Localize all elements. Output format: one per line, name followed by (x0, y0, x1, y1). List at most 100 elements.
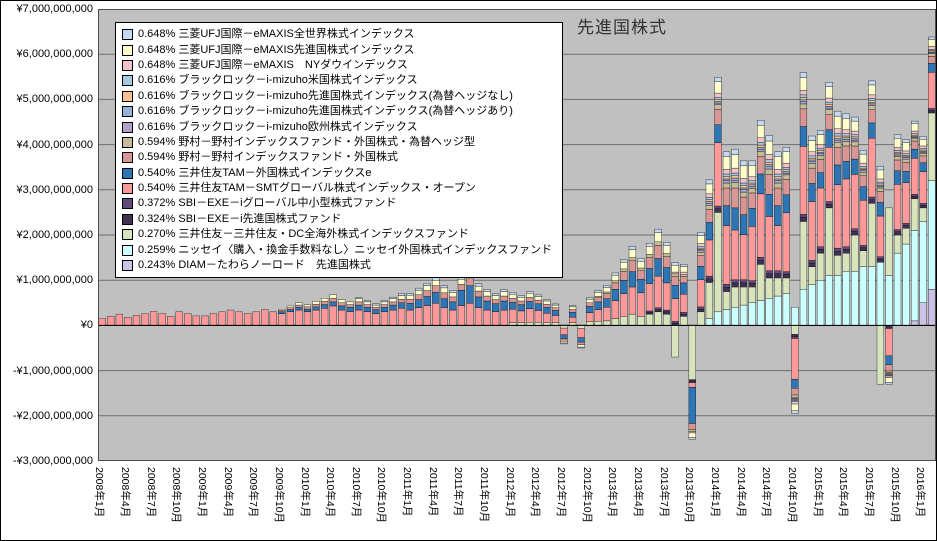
bar-segment[interactable] (893, 153, 902, 156)
bar-segment[interactable] (893, 234, 902, 254)
bar-segment[interactable] (808, 201, 816, 261)
bar-segment[interactable] (543, 299, 551, 302)
bar-segment[interactable] (859, 175, 867, 187)
bar-segment[interactable] (911, 230, 919, 322)
bar-segment[interactable] (663, 245, 671, 254)
bar-segment[interactable] (714, 208, 722, 213)
bar-segment[interactable] (928, 180, 936, 290)
bar-segment[interactable] (876, 185, 885, 187)
bar-segment[interactable] (714, 102, 722, 106)
bar-segment[interactable] (911, 123, 919, 132)
bar-segment[interactable] (637, 316, 645, 326)
bar-segment[interactable] (893, 134, 902, 139)
bar-segment[interactable] (415, 287, 423, 291)
bar-segment[interactable] (432, 292, 440, 304)
bar-segment[interactable] (808, 163, 816, 169)
legend-item[interactable]: 0.594% 野村－野村インデックスファンド・外国株式 (122, 150, 552, 165)
bar-segment[interactable] (748, 180, 756, 184)
bar-segment[interactable] (637, 261, 645, 269)
bar-segment[interactable] (868, 84, 876, 96)
bar-segment[interactable] (406, 303, 414, 311)
bar-segment[interactable] (423, 283, 431, 286)
bar-segment[interactable] (492, 311, 500, 326)
bar-segment[interactable] (731, 154, 739, 169)
bar-segment[interactable] (893, 152, 902, 154)
bar-segment[interactable] (338, 305, 346, 311)
bar-segment[interactable] (825, 104, 833, 107)
bar-segment[interactable] (714, 99, 722, 102)
bar-segment[interactable] (731, 207, 739, 231)
bar-segment[interactable] (620, 271, 628, 281)
bar-segment[interactable] (201, 315, 209, 326)
bar-segment[interactable] (919, 136, 927, 140)
bar-segment[interactable] (628, 257, 637, 261)
bar-segment[interactable] (517, 295, 525, 298)
bar-segment[interactable] (825, 97, 833, 103)
bar-segment[interactable] (577, 346, 585, 349)
bar-segment[interactable] (782, 179, 790, 195)
bar-segment[interactable] (483, 295, 491, 302)
bar-segment[interactable] (671, 273, 679, 277)
bar-segment[interactable] (911, 130, 919, 134)
bar-segment[interactable] (731, 182, 739, 189)
bar-segment[interactable] (577, 337, 585, 343)
bar-segment[interactable] (765, 159, 773, 163)
bar-segment[interactable] (449, 296, 457, 303)
bar-segment[interactable] (757, 147, 765, 150)
bar-segment[interactable] (928, 72, 936, 109)
bar-segment[interactable] (449, 309, 457, 326)
bar-segment[interactable] (731, 175, 739, 179)
bar-segment[interactable] (594, 290, 602, 293)
bar-segment[interactable] (731, 148, 739, 155)
bar-segment[interactable] (748, 165, 756, 177)
bar-segment[interactable] (466, 303, 474, 326)
bar-segment[interactable] (551, 315, 560, 323)
bar-segment[interactable] (748, 226, 756, 281)
bar-segment[interactable] (406, 293, 414, 296)
bar-segment[interactable] (440, 298, 448, 308)
bar-segment[interactable] (209, 313, 218, 326)
bar-segment[interactable] (876, 256, 885, 260)
legend-item[interactable]: 0.259% ニッセイ〈購入・換金手数料なし〉ニッセイ外国株式インデックスファン… (122, 242, 552, 257)
bar-segment[interactable] (483, 289, 491, 292)
bar-segment[interactable] (663, 242, 671, 246)
bar-segment[interactable] (663, 309, 671, 313)
bar-segment[interactable] (355, 297, 363, 299)
bar-segment[interactable] (492, 299, 500, 304)
bar-segment[interactable] (397, 299, 406, 303)
bar-segment[interactable] (919, 203, 927, 206)
bar-segment[interactable] (372, 309, 380, 314)
bar-segment[interactable] (577, 344, 585, 348)
bar-segment[interactable] (346, 307, 354, 313)
bar-segment[interactable] (654, 232, 662, 242)
bar-segment[interactable] (603, 287, 611, 293)
bar-segment[interactable] (543, 303, 551, 308)
bar-segment[interactable] (774, 173, 782, 177)
bar-segment[interactable] (825, 107, 833, 110)
bar-segment[interactable] (654, 311, 662, 326)
bar-segment[interactable] (714, 101, 722, 104)
bar-segment[interactable] (782, 171, 790, 174)
bar-segment[interactable] (765, 154, 773, 160)
bar-segment[interactable] (295, 304, 303, 308)
bar-segment[interactable] (919, 207, 927, 222)
bar-segment[interactable] (842, 133, 850, 137)
bar-segment[interactable] (885, 327, 893, 329)
bar-segment[interactable] (705, 199, 713, 202)
legend-item[interactable]: 0.324% SBI－EXE－i先進国株式ファンド (122, 212, 552, 227)
bar-segment[interactable] (799, 94, 808, 98)
bar-segment[interactable] (440, 285, 448, 289)
bar-segment[interactable] (338, 299, 346, 303)
bar-segment[interactable] (372, 313, 380, 326)
bar-segment[interactable] (799, 77, 808, 91)
bar-segment[interactable] (791, 403, 799, 412)
bar-segment[interactable] (637, 258, 645, 262)
bar-segment[interactable] (688, 325, 696, 380)
legend-item[interactable]: 0.648% 三菱UFJ国際－eMAXIS先進国株式インデックス (122, 42, 552, 57)
bar-segment[interactable] (722, 180, 731, 184)
bar-segment[interactable] (816, 144, 825, 149)
bar-segment[interactable] (637, 279, 645, 294)
bar-segment[interactable] (603, 291, 611, 294)
bar-segment[interactable] (859, 153, 867, 164)
bar-segment[interactable] (278, 308, 286, 311)
